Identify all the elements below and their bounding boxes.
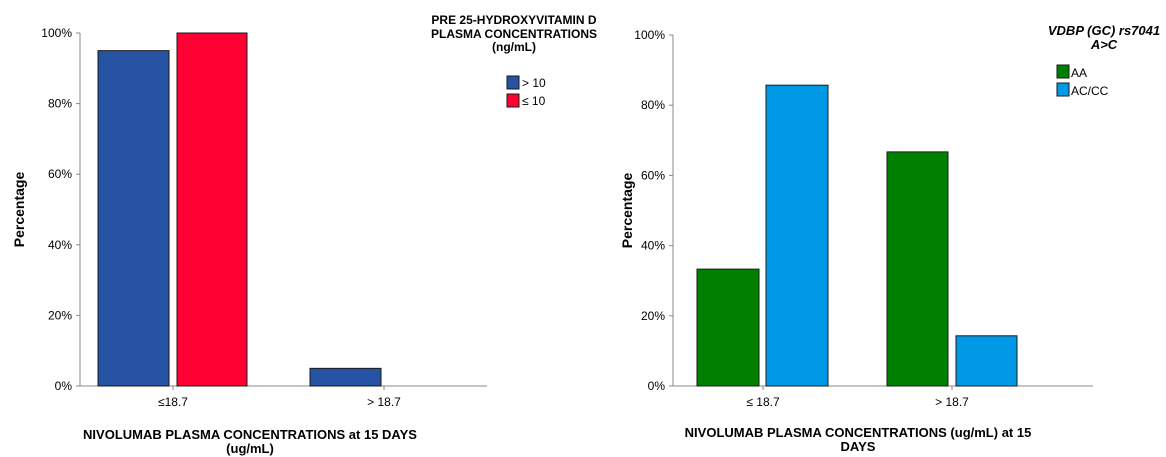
y-tick-label: 60% bbox=[48, 167, 72, 181]
bar-series-2 bbox=[765, 84, 829, 387]
legend-title: PLASMA CONCENTRATIONS bbox=[431, 27, 597, 41]
y-tick-label: 80% bbox=[641, 98, 665, 112]
x-tick-label: ≤18.7 bbox=[158, 395, 188, 409]
legend-label: AA bbox=[1071, 66, 1087, 80]
legend-label: AC/CC bbox=[1071, 84, 1109, 98]
x-tick-label: ≤ 18.7 bbox=[746, 395, 780, 409]
y-tick-label: 0% bbox=[55, 379, 73, 393]
legend-swatch bbox=[1056, 64, 1070, 79]
y-tick-label: 80% bbox=[48, 97, 72, 111]
x-axis-title: NIVOLUMAB PLASMA CONCENTRATIONS at 15 DA… bbox=[83, 427, 417, 442]
bar-series-2 bbox=[176, 32, 248, 387]
legend-title: (ng/mL) bbox=[492, 40, 536, 54]
legend-label: ≤ 10 bbox=[522, 94, 546, 108]
y-tick-label: 20% bbox=[641, 309, 665, 323]
legend-swatch bbox=[506, 75, 520, 90]
legend-label: > 10 bbox=[522, 76, 546, 90]
chart-vdbp-genotype: 0% 20% 40% 60% 80% 100% ≤ 18.7 > 18.7 NIVOLUMAB … bbox=[619, 23, 1160, 454]
y-tick-label: 0% bbox=[648, 379, 666, 393]
y-axis-title: Percentage bbox=[11, 172, 27, 248]
bar-series-1 bbox=[309, 367, 382, 387]
y-tick-label: 60% bbox=[641, 168, 665, 182]
x-axis-title: NIVOLUMAB PLASMA CONCENTRATIONS (ug/mL) … bbox=[685, 425, 1032, 440]
y-tick-label: 100% bbox=[41, 26, 72, 40]
x-tick-label: > 18.7 bbox=[935, 395, 969, 409]
legend-swatch bbox=[506, 93, 520, 108]
y-tick-label: 100% bbox=[634, 28, 665, 42]
bar-series-2 bbox=[955, 335, 1018, 387]
y-tick-label: 40% bbox=[48, 238, 72, 252]
x-tick-label: > 18.7 bbox=[367, 395, 401, 409]
y-tick-label: 40% bbox=[641, 239, 665, 253]
chart-vitamin-d: 0% 20% 40% 60% 80% 100% ≤18.7 > 18.7 NIVOLUMAB P… bbox=[11, 13, 597, 456]
bar-series-1 bbox=[97, 50, 170, 387]
x-axis-title: DAYS bbox=[841, 439, 876, 454]
bar-series-1 bbox=[696, 268, 760, 387]
legend-title: A>C bbox=[1090, 37, 1118, 52]
x-axis-title: (ug/mL) bbox=[226, 441, 274, 456]
legend-swatch bbox=[1056, 82, 1070, 97]
legend-title: PRE 25-HYDROXYVITAMIN D bbox=[431, 13, 596, 27]
legend-title: VDBP (GC) rs7041 bbox=[1048, 23, 1160, 38]
y-tick-label: 20% bbox=[48, 308, 72, 322]
bar-series-1 bbox=[886, 151, 949, 387]
y-axis-title: Percentage bbox=[619, 173, 635, 249]
